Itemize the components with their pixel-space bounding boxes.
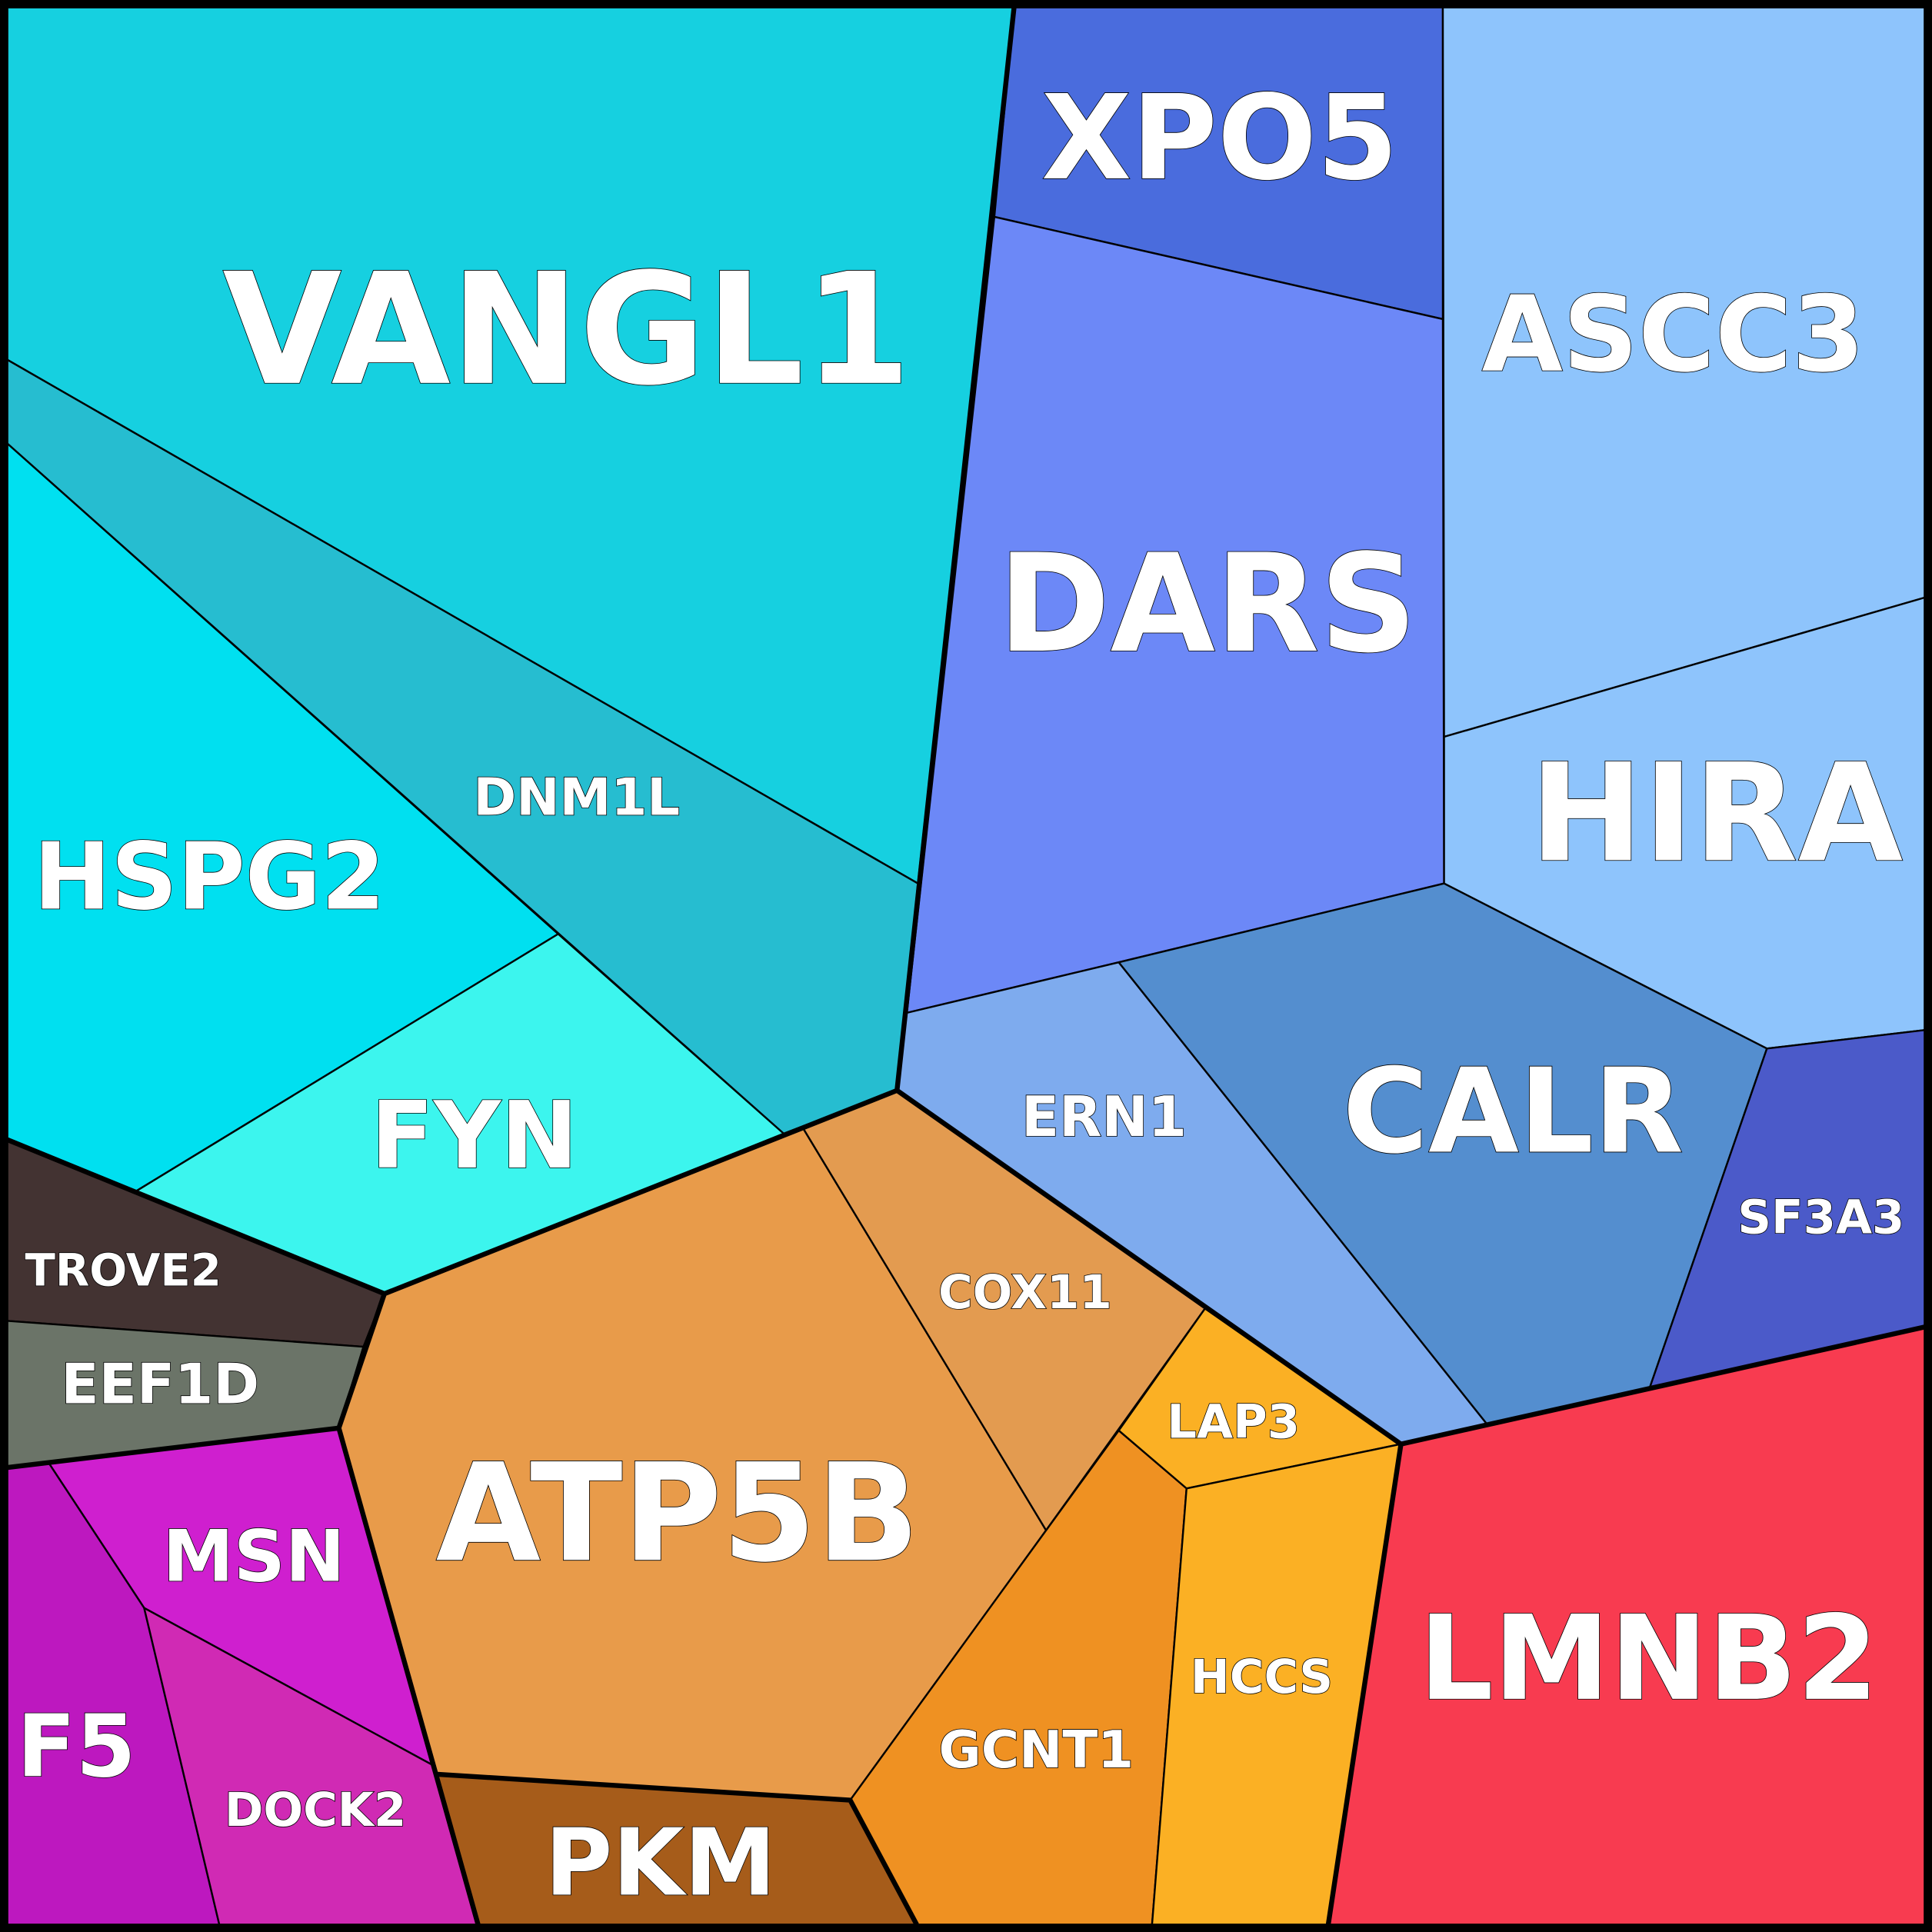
cell-label: DOCK2 (225, 1783, 406, 1837)
cell-label: ERN1 (1021, 1085, 1187, 1150)
cell-label: HCCS (1191, 1650, 1333, 1704)
cell-label: DARS (998, 525, 1417, 683)
cell-label: SF3A3 (1737, 1190, 1904, 1244)
cell-label: ASCC3 (1482, 275, 1865, 396)
cell-label: PKM (545, 1809, 776, 1917)
cell-label: XPO5 (1041, 70, 1398, 206)
cell-label: TROVE2 (25, 1244, 222, 1297)
cell-label: LMNB2 (1419, 1591, 1879, 1727)
cell-label: MSN (162, 1514, 345, 1597)
cell-label: EEF1D (61, 1353, 259, 1417)
cell-label: GCNT1 (939, 1720, 1134, 1780)
cell-label: HIRA (1530, 734, 1903, 892)
group-border (7, 1425, 339, 1471)
cell-label: VANGL1 (222, 241, 911, 420)
cell-label: HSPG2 (34, 824, 385, 931)
group-border (1400, 1324, 1926, 1447)
cell-label: COX11 (938, 1265, 1112, 1320)
cell-label: DNM1L (473, 768, 680, 828)
cell-label: FYN (371, 1082, 578, 1190)
cell-label: F5 (17, 1697, 136, 1797)
group-border (6, 1137, 386, 1297)
cell-label: CALR (1342, 1044, 1684, 1180)
cell-label: ATP5B (436, 1434, 920, 1592)
cell-label: LAP3 (1167, 1394, 1300, 1449)
group-border (437, 1771, 919, 1926)
